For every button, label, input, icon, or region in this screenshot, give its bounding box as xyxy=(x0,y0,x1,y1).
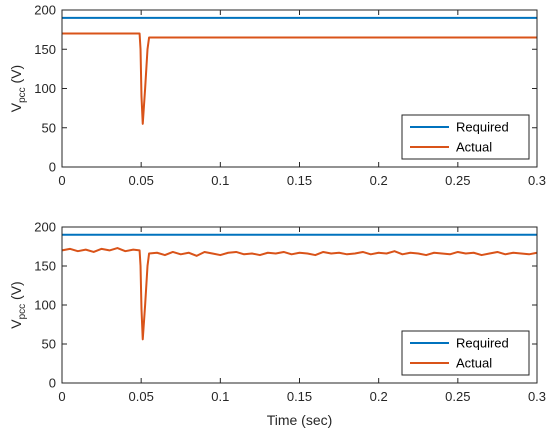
y-tick-label: 0 xyxy=(49,376,56,391)
x-tick-label: 0 xyxy=(58,173,65,188)
y-tick-label: 150 xyxy=(34,259,56,274)
chart-panel-2: 0 0.05 0.1 0.15 0.2 0.25 0.3 0 50 100 150 200 Vpcc (… xyxy=(8,220,546,429)
legend: Required Actual xyxy=(401,114,530,160)
x-tick-label: 0 xyxy=(58,389,65,404)
y-tick-label: 200 xyxy=(34,220,56,235)
x-tick-label: 0.3 xyxy=(528,389,546,404)
x-tick-label: 0.1 xyxy=(211,389,229,404)
x-axis-label: Time (sec) xyxy=(267,412,333,428)
y-tick-label: 50 xyxy=(42,120,56,135)
x-tick-label: 0.15 xyxy=(287,389,312,404)
x-tick-label: 0.25 xyxy=(445,173,470,188)
y-tick-label: 150 xyxy=(34,42,56,57)
x-tick-label: 0.2 xyxy=(370,173,388,188)
x-tick-label: 0.15 xyxy=(287,173,312,188)
legend-box xyxy=(401,114,530,160)
series-line-actual xyxy=(61,247,538,341)
legend-box xyxy=(401,330,530,376)
y-tick-label: 100 xyxy=(34,298,56,313)
y-axis-label: Vpcc (V) xyxy=(8,65,28,112)
y-axis-label: Vpcc (V) xyxy=(8,281,28,328)
legend-label-actual: Actual xyxy=(456,140,492,155)
x-tick-label: 0.05 xyxy=(129,389,154,404)
legend-label-actual: Actual xyxy=(456,356,492,371)
legend-label-required: Required xyxy=(456,336,509,351)
series-line-actual xyxy=(62,32,537,125)
x-tick-label: 0.05 xyxy=(129,173,154,188)
x-tick-label: 0.1 xyxy=(211,173,229,188)
y-tick-label: 100 xyxy=(34,81,56,96)
chart-panel-1: 0 0.05 0.1 0.15 0.2 0.25 0.3 0 50 100 150 200 Vpcc (… xyxy=(8,3,546,189)
y-tick-label: 50 xyxy=(42,337,56,352)
x-tick-label: 0.3 xyxy=(528,173,546,188)
y-tick-label: 200 xyxy=(34,3,56,18)
x-tick-label: 0.2 xyxy=(370,389,388,404)
y-tick-label: 0 xyxy=(49,160,56,175)
legend-label-required: Required xyxy=(456,120,509,135)
x-tick-label: 0.25 xyxy=(445,389,470,404)
legend: Required Actual xyxy=(401,330,530,376)
